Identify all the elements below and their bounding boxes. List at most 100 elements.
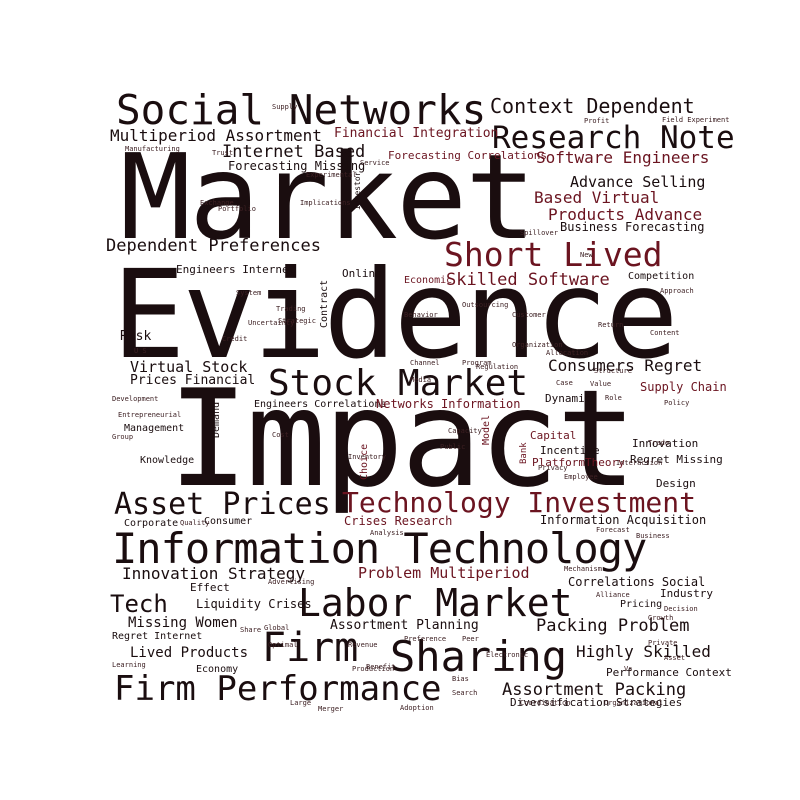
word-contract: Contract	[319, 279, 330, 328]
word-management: Management	[124, 423, 185, 434]
small-word: Employee	[564, 473, 598, 481]
small-word: Coordination	[520, 699, 571, 707]
word-consumers-regret: Consumers Regret	[548, 356, 703, 375]
word-regret-missing: Regret Missing	[630, 453, 723, 466]
small-word: New	[580, 251, 593, 259]
word-research-note: Research Note	[492, 120, 735, 156]
small-word: Exchange	[200, 199, 234, 207]
small-word: Public	[440, 443, 466, 451]
word-online: Online	[342, 267, 382, 280]
word-missing-women: Missing Women	[128, 615, 238, 631]
small-word: Trading	[276, 305, 306, 313]
small-word: Value	[590, 380, 612, 388]
small-word: Peer	[462, 635, 479, 643]
word-incentive: Incentive	[540, 444, 600, 457]
word-economy: Economy	[196, 664, 239, 675]
word-software-engineers: Software Engineers	[536, 148, 710, 167]
small-word: Growth	[648, 614, 674, 622]
small-word: Inventory	[348, 453, 386, 461]
word-social-networks: Social Networks	[116, 86, 487, 134]
word-platformtheory: PlatformTheory	[532, 456, 625, 469]
word-correlations-social: Correlations Social	[568, 575, 706, 589]
small-word: Electronic	[486, 651, 529, 659]
small-word: Experimental	[306, 171, 357, 179]
small-word: Global	[264, 624, 290, 632]
small-word: Development	[112, 395, 159, 403]
small-word: Trust	[212, 149, 234, 157]
small-word: Policy	[664, 399, 690, 407]
small-word: Alliance	[596, 591, 630, 599]
word-tech: Tech	[110, 590, 168, 618]
word-business-forecasting: Business Forecasting	[560, 220, 705, 234]
word-highly-skilled: Highly Skilled	[576, 642, 711, 661]
small-word: Return	[598, 321, 624, 329]
small-word: Learning	[112, 661, 146, 669]
small-word: Manufacturing	[125, 145, 180, 153]
word-technology-investment: Technology Investment	[342, 486, 697, 519]
small-word: Production	[352, 665, 395, 673]
word-forecasting-correlations: Forecasting Correlations	[388, 149, 547, 162]
small-word: Strategic	[278, 317, 316, 325]
word-pricing: Pricing	[620, 599, 663, 610]
word-effect: Effect	[190, 581, 230, 594]
small-word: Entrepreneurial	[118, 411, 182, 419]
word-problem-multiperiod: Problem Multiperiod	[358, 564, 530, 582]
word-internet-based: Internet Based	[222, 142, 366, 162]
word-risk: Risk	[120, 329, 152, 344]
small-word: Allocation	[546, 349, 589, 357]
word-capital: Capital	[530, 429, 577, 442]
word-engineers-correlations: Engineers Correlations	[254, 399, 387, 410]
small-word: Advertising	[268, 578, 315, 586]
word-dependent-preferences: Dependent Preferences	[106, 236, 321, 256]
small-word: Asset	[664, 654, 686, 662]
word-forecasting-missing: Forecasting Missing	[228, 159, 366, 173]
word-asset-prices: Asset Prices	[114, 487, 331, 522]
small-word: Analysis	[370, 529, 404, 537]
word-prices-financial: Prices Financial	[130, 373, 256, 388]
small-word: Case	[556, 379, 573, 387]
small-word: Field Experiment	[662, 116, 730, 124]
word-assortment-packing: Assortment Packing	[502, 680, 687, 700]
word-information-acquisition: Information Acquisition	[540, 513, 707, 527]
small-word: Credit	[222, 335, 248, 343]
small-word: Outsourcing	[462, 301, 509, 309]
word-corporate: Corporate	[124, 518, 179, 529]
word-skilled-software: Skilled Software	[446, 270, 610, 290]
small-word: Merger	[318, 705, 344, 713]
small-word: Customer	[512, 311, 546, 319]
word-economic: Economic	[404, 275, 453, 286]
small-word: Regulation	[476, 363, 519, 371]
small-word: Mechanism	[564, 565, 602, 573]
word-engineers-internet: Engineers Internet	[176, 263, 296, 276]
word-labor-market: Labor Market	[298, 581, 573, 625]
small-word: Bias	[452, 675, 469, 683]
word-design: Design	[656, 477, 696, 490]
small-word: Search	[452, 689, 478, 697]
word-diversification-strategies: Diversification Strategies	[510, 696, 683, 709]
word-industry: Industry	[660, 587, 713, 600]
word-consumer: Consumer	[204, 516, 253, 527]
small-word: Media	[410, 376, 432, 384]
small-word: Revenue	[348, 641, 378, 649]
word-lived-products: Lived Products	[130, 645, 249, 661]
word-multiperiod-assortment: Multiperiod Assortment	[110, 126, 322, 145]
word-stock-market: Stock Market	[268, 363, 529, 404]
small-word: Trade	[648, 439, 670, 447]
word-sharing: Sharing	[390, 632, 568, 681]
small-word: Profit	[584, 117, 610, 125]
word-performance-context: Performance Context	[606, 666, 732, 679]
small-word: Organization	[512, 341, 563, 349]
small-word: Interaction	[616, 459, 663, 467]
small-word: Group	[112, 433, 134, 441]
small-word: Vs	[624, 665, 633, 673]
small-word: U S	[134, 347, 147, 355]
small-word: Portfolio	[218, 205, 256, 213]
small-word: Privacy	[538, 464, 568, 472]
word-competition: Competition	[628, 271, 695, 282]
word-crises-research: Crises Research	[344, 514, 453, 528]
small-word: Role	[605, 394, 622, 402]
small-word: Channel	[410, 359, 440, 367]
small-word: Adoption	[400, 704, 434, 712]
word-packing-problem: Packing Problem	[536, 616, 690, 636]
